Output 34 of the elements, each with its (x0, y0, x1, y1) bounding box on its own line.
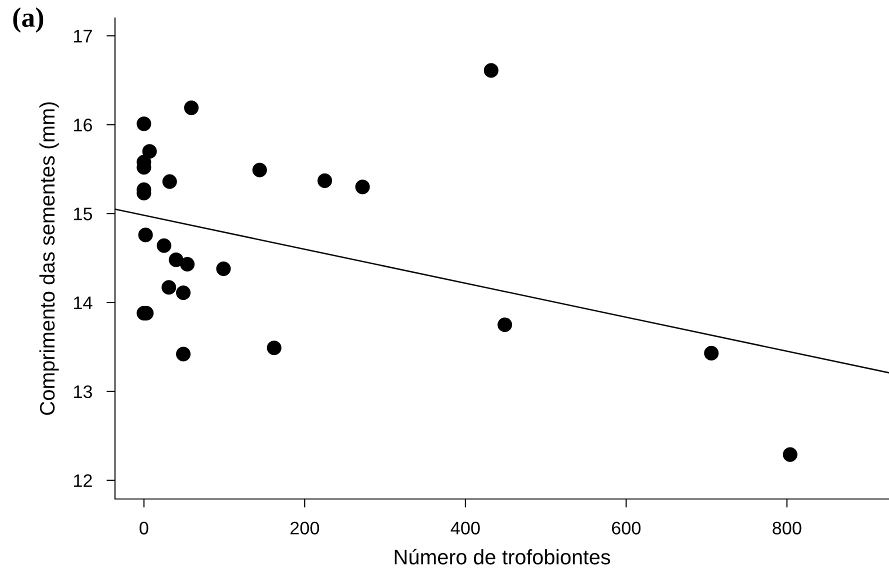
point (176, 285, 191, 300)
chart-title: (a) (13, 7, 44, 33)
y-tick-label: 12 (74, 474, 92, 487)
point (142, 144, 157, 159)
point (180, 256, 195, 272)
point (484, 63, 498, 78)
point (162, 174, 177, 189)
point (168, 252, 184, 268)
point (266, 340, 282, 356)
point (355, 180, 370, 194)
point (156, 238, 172, 253)
y-axis-title: Comprimento das sementes (mm) (39, 102, 59, 415)
x-tick-label: 200 (290, 522, 320, 534)
x-axis-title: Número de trofobiontes (394, 548, 610, 564)
x-tick-label: 600 (612, 522, 641, 534)
y-tick-label: 14 (74, 296, 92, 310)
point (498, 317, 512, 332)
point (216, 261, 231, 276)
point (176, 346, 191, 362)
x-tick-label: 800 (772, 522, 802, 534)
point (184, 100, 199, 116)
point (138, 228, 153, 242)
y-tick-label: 16 (74, 118, 92, 132)
point (704, 346, 719, 360)
y-tick-label: 13 (74, 385, 92, 398)
point (136, 116, 152, 132)
x-tick-label: 400 (450, 522, 480, 534)
point (162, 280, 176, 295)
y-tick-label: 15 (74, 208, 92, 220)
x-tick-label: 0 (140, 522, 148, 534)
point (782, 447, 798, 462)
point (317, 173, 332, 188)
point (252, 162, 267, 178)
y-tick-label: 17 (74, 30, 92, 42)
